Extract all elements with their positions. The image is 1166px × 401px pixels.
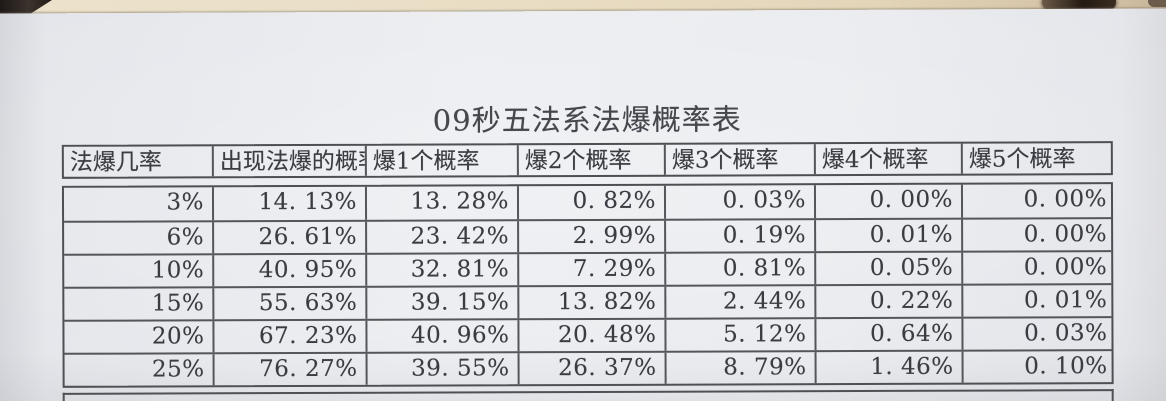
crit-chance-cell: 3% bbox=[63, 187, 215, 221]
probability-cell: 1. 46% bbox=[816, 351, 964, 384]
probability-cell: 7. 29% bbox=[519, 253, 667, 286]
table-row: 3% 14. 13% 13. 28% 0. 82% 0. 03% 0. 00% 0. 00% bbox=[63, 184, 1111, 221]
crit-chance-cell: 10% bbox=[64, 255, 215, 287]
probability-cell: 13. 82% bbox=[519, 286, 667, 319]
table-row: 10% 40. 95% 32. 81% 7. 29% 0. 81% 0. 05% 0. 00… bbox=[64, 250, 1112, 287]
desk-dark-object-right bbox=[1042, 0, 1116, 11]
probability-cell: 26. 61% bbox=[214, 221, 368, 254]
probability-cell: 13. 28% bbox=[366, 186, 520, 220]
probability-cell: 0. 64% bbox=[816, 318, 964, 351]
probability-cell: 0. 19% bbox=[666, 220, 817, 252]
probability-cell: 14. 13% bbox=[213, 186, 368, 221]
crit-chance-cell: 6% bbox=[64, 222, 215, 254]
crit-chance-cell: 25% bbox=[64, 354, 215, 386]
probability-cell: 39. 15% bbox=[367, 287, 520, 319]
document-title: 09秒五法系法爆概率表 bbox=[432, 102, 742, 138]
header-cell: 爆2个概率 bbox=[518, 144, 666, 176]
probability-cell: 0. 05% bbox=[816, 252, 964, 285]
probability-cell: 40. 96% bbox=[367, 320, 520, 352]
probability-cell: 2. 44% bbox=[666, 286, 817, 318]
header-cell: 法爆几率 bbox=[63, 146, 214, 177]
crit-chance-cell: 15% bbox=[64, 288, 215, 320]
probability-cell: 76. 27% bbox=[214, 353, 368, 386]
partial-next-row: 花板世界 bbox=[62, 389, 1114, 401]
header-cell: 爆4个概率 bbox=[815, 143, 963, 175]
header-cell: 爆3个概率 bbox=[665, 144, 816, 175]
probability-cell: 0. 10% bbox=[1024, 353, 1108, 380]
probability-cell: 23. 42% bbox=[367, 221, 520, 253]
probability-cell: 8. 79% bbox=[666, 352, 817, 384]
probability-cell: 0. 03% bbox=[665, 185, 817, 219]
table-body: 3% 14. 13% 13. 28% 0. 82% 0. 03% 0. 00% 0. 00%… bbox=[61, 182, 1114, 388]
desk-dark-object-corner bbox=[1148, 0, 1166, 7]
probability-cell: 0. 03% bbox=[1024, 320, 1108, 347]
probability-cell: 0. 01% bbox=[1023, 287, 1108, 314]
probability-cell: 67. 23% bbox=[214, 320, 368, 353]
probability-cell: 20. 48% bbox=[519, 319, 667, 352]
table-row: 6% 26. 61% 23. 42% 2. 99% 0. 19% 0. 01% 0. 00% bbox=[64, 217, 1112, 254]
probability-cell: 32. 81% bbox=[367, 254, 520, 286]
probability-table: 法爆几率 出现法爆的概率 爆1个概率 爆2个概率 爆3个概率 爆4个概率 爆5个概率 3% 1… bbox=[61, 141, 1114, 401]
probability-cell: 0. 81% bbox=[666, 253, 817, 285]
probability-cell: 0. 82% bbox=[518, 185, 667, 220]
probability-cell: 39. 55% bbox=[367, 353, 520, 385]
probability-cell: 40. 95% bbox=[214, 254, 368, 287]
clipped-bottom-text: 花板世界 bbox=[871, 394, 975, 401]
probability-cell: 0. 00% bbox=[815, 184, 964, 219]
probability-cell: 55. 63% bbox=[214, 287, 368, 320]
table-header-row: 法爆几率 出现法爆的概率 爆1个概率 爆2个概率 爆3个概率 爆4个概率 爆5个概率 bbox=[61, 141, 1113, 179]
probability-cell: 26. 37% bbox=[519, 352, 667, 385]
probability-cell: 0. 00% bbox=[1023, 254, 1108, 281]
header-cell: 出现法爆的概率 bbox=[213, 145, 367, 177]
crit-chance-cell: 20% bbox=[64, 321, 215, 353]
header-cell: 爆5个概率 bbox=[968, 146, 1076, 173]
table-row: 20% 67. 23% 40. 96% 20. 48% 5. 12% 0. 64% 0. 0… bbox=[64, 316, 1112, 353]
probability-cell: 0. 00% bbox=[1023, 186, 1108, 213]
probability-cell: 0. 22% bbox=[816, 285, 964, 318]
probability-cell: 0. 01% bbox=[816, 219, 964, 252]
probability-cell: 5. 12% bbox=[666, 319, 817, 351]
header-cell: 爆1个概率 bbox=[366, 145, 519, 176]
table-row: 25% 76. 27% 39. 55% 26. 37% 8. 79% 1. 46% 0. 1… bbox=[64, 349, 1112, 386]
table-row: 15% 55. 63% 39. 15% 13. 82% 2. 44% 0. 22% 0. 0… bbox=[64, 283, 1112, 320]
probability-cell: 0. 00% bbox=[1023, 221, 1108, 248]
probability-cell: 2. 99% bbox=[519, 220, 667, 253]
